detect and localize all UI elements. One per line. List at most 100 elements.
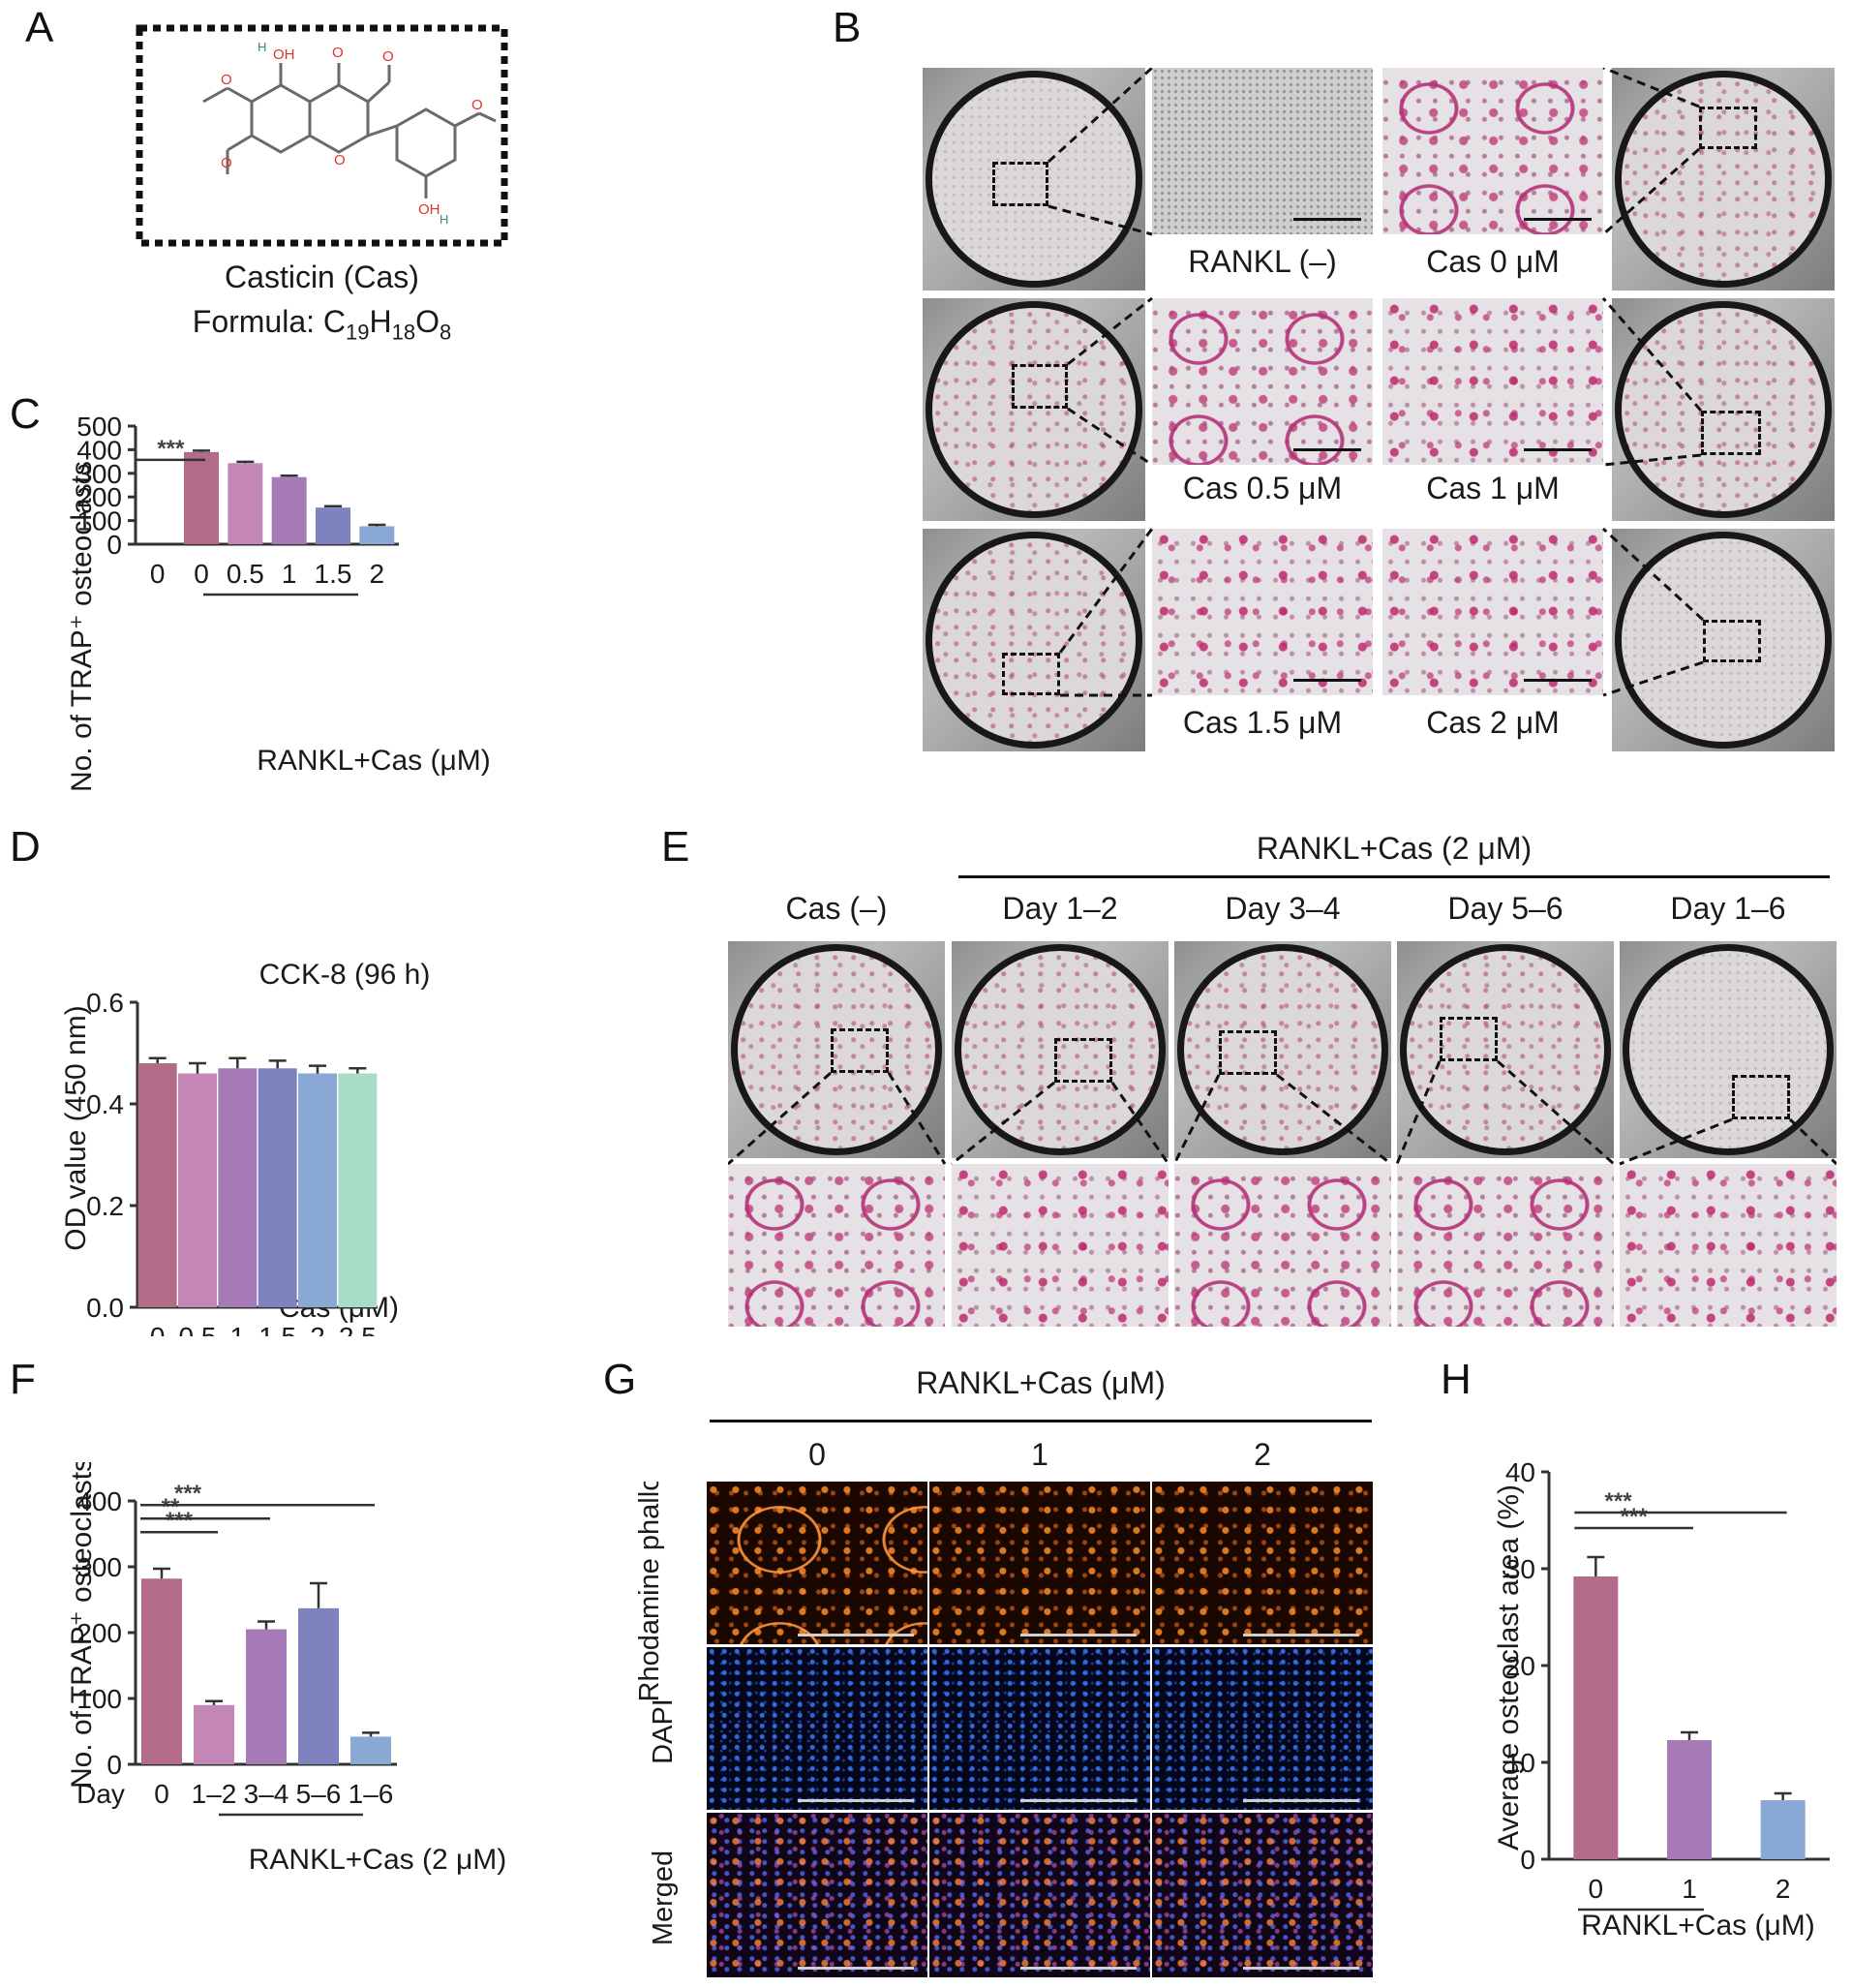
panel-g-group-line [710,1420,1372,1422]
chart-c-ytick-label: 500 [76,416,122,442]
chart-d-bar [258,1068,297,1307]
zoom-box [1219,1030,1277,1075]
formula-element-c: C [322,304,347,339]
formula-count-h: 18 [391,320,416,345]
culture-well [926,71,1142,288]
chart-h-xtick-label: 0 [1589,1874,1604,1904]
casticin-skeleton [202,63,497,199]
zoom-box [1732,1075,1790,1119]
chart-h-ytick-label: 40 [1505,1457,1535,1487]
svg-text:O: O [332,45,344,61]
panel-e-zoom-connectors [728,1059,1837,1166]
panel-letter-f: F [10,1356,36,1403]
chart-d-xtick-label: 2 [310,1322,325,1336]
chart-f-bar [141,1578,182,1764]
label-cas-1-5: Cas 1.5 μM [1182,705,1343,740]
scale-bar [1524,448,1592,451]
chart-h-ytick-label: 20 [1505,1651,1535,1681]
compound-name: Casticin (Cas) [225,260,419,294]
chart-f-sig-label: ** [162,1494,180,1520]
chart-d-ylabel: OD value (450 nm) [60,1005,92,1250]
row-label-dapi: DAPI [648,1698,679,1764]
scale-bar [1293,218,1361,221]
zoom-image-cas-1 [1382,298,1603,465]
chart-c-xlabel: RANKL+Cas (μM) [257,745,491,777]
chart-d-bar [137,1063,177,1307]
zoom-box [1002,653,1060,695]
structure-hydrogen-labels: H H [258,40,448,227]
formula-element-o: O [415,304,440,339]
chart-h-bar [1760,1800,1806,1859]
culture-well [731,944,942,1155]
panel-e-col-day-1-2: Day 1–2 [1002,891,1118,926]
chart-f-error-bar [310,1581,327,1608]
chart-c-error-bar [324,505,342,508]
culture-well [926,301,1142,518]
chart-d-error-bar [189,1061,206,1074]
zoom-box [1440,1017,1498,1061]
svg-text:O: O [221,155,232,171]
scale-bar [1243,1967,1359,1970]
zoom-box [831,1028,889,1073]
zoom-image-cas-1-5 [1152,529,1373,695]
chart-f-sig-label: *** [166,1508,194,1534]
structure-atom-labels: O O OH O O O O OH [221,45,483,218]
phalloidin-image-2 [1152,1482,1373,1644]
scale-bar [1243,1799,1359,1802]
svg-text:O: O [382,48,394,65]
well-image-rankl-minus [923,68,1145,291]
chart-h-ytick-label: 10 [1505,1748,1535,1778]
panel-g-group-label: RANKL+Cas (μM) [916,1365,1166,1400]
chart-h-xtick-label: 1 [1682,1874,1697,1904]
label-rankl-minus: RANKL (–) [1188,244,1337,279]
compound-formula: Formula: C19H18O8 [136,304,508,345]
phalloidin-image-0 [707,1482,927,1644]
chart-c: No. of TRAP⁺ osteoclasts RANKL+Cas (μM) … [66,416,491,792]
scale-bar [1293,679,1361,682]
well-image-cas-2 [1612,529,1835,751]
chart-h-sig-label: *** [1621,1504,1649,1530]
chart-f-bar [194,1704,234,1764]
formula-prefix: Formula: [192,304,323,339]
scale-bar [798,1634,914,1636]
chart-c-ytick-label: 0 [106,530,122,560]
chart-f-ylabel: No. of TRAP⁺ osteoclasts [66,1462,98,1789]
chart-f-bar [298,1607,339,1764]
chart-h-ylabel: Average osteoclast area (%) [1493,1484,1525,1850]
chart-c-ylabel: No. of TRAP⁺ osteoclasts [66,461,98,792]
chart-h-ytick-label: 0 [1520,1845,1535,1875]
chart-h-xtick-label: 2 [1776,1874,1791,1904]
chart-h: Average osteoclast area (%) RANKL+Cas (μ… [1493,1457,1830,1942]
chart-d-bar [218,1068,258,1307]
scale-bar [1524,679,1592,682]
row-label-merged: Merged [648,1850,679,1945]
chart-h-sig-label: *** [1605,1488,1633,1514]
zoom-image-day-1-2 [952,1164,1169,1327]
chart-f-xtick-label: 0 [154,1779,169,1809]
culture-well [1615,301,1832,518]
panel-e-group-line [958,875,1830,878]
svg-text:H: H [258,40,266,54]
chart-d-xtick-label: 1.5 [258,1322,296,1336]
panel-g-row-labels: Rhodamine phalloidin DAPI Merged [634,1482,679,1945]
scale-bar [1243,1634,1359,1636]
chart-c-xtick-label: 0 [194,559,209,589]
chart-c-bar [271,476,307,544]
panel-e-col-day-1-6: Day 1–6 [1670,891,1786,926]
zoom-image-cas-2 [1382,529,1603,695]
chart-c-xtick-label: 2 [370,559,385,589]
chart-f-xtick-label: 3–4 [244,1779,289,1809]
chart-c-bar [316,507,350,544]
panel-e-col-day-5-6: Day 5–6 [1447,891,1564,926]
svg-text:OH: OH [418,201,440,218]
zoom-box [1054,1038,1112,1083]
chart-f-error-bar [205,1699,223,1705]
panel-g-col-2: 2 [1254,1437,1271,1472]
well-image-day-3-4 [1174,941,1391,1158]
chart-h-ytick-label: 30 [1505,1554,1535,1584]
formula-element-h: H [369,304,392,339]
panel-e-col-day-3-4: Day 3–4 [1225,891,1341,926]
chart-f-error-bar [362,1731,380,1737]
chart-f-xlabel: RANKL+Cas (2 μM) [249,1844,507,1876]
chart-d-xtick-label: 2.5 [339,1322,377,1336]
